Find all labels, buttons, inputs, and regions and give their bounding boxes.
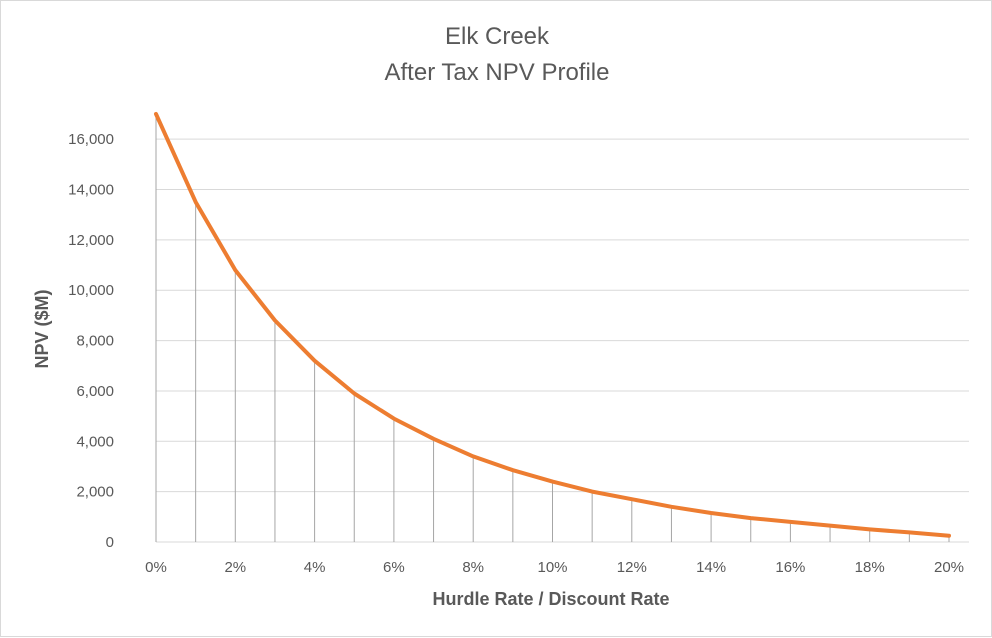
y-tick-label: 8,000 (76, 333, 114, 350)
y-tick-label: 10,000 (68, 282, 114, 299)
x-tick-label: 6% (383, 559, 405, 576)
x-axis-title: Hurdle Rate / Discount Rate (432, 589, 669, 609)
y-tick-label: 6,000 (76, 383, 114, 400)
x-tick-label: 8% (462, 559, 484, 576)
x-tick-label: 14% (696, 559, 726, 576)
x-tick-label: 16% (775, 559, 805, 576)
y-tick-label: 12,000 (68, 232, 114, 249)
chart-title-line-1: Elk Creek (445, 23, 550, 50)
chart-title-line-2: After Tax NPV Profile (385, 59, 610, 86)
x-tick-label: 12% (617, 559, 647, 576)
series-layer (154, 112, 951, 538)
y-tick-label: 0 (106, 534, 114, 551)
x-tick-label: 4% (304, 559, 326, 576)
x-tick-label: 2% (224, 559, 246, 576)
y-tick-label: 14,000 (68, 182, 114, 199)
x-tick-label: 20% (934, 559, 964, 576)
x-tick-label: 18% (855, 559, 885, 576)
x-tick-label: 0% (145, 559, 167, 576)
x-tick-label: 10% (537, 559, 567, 576)
y-tick-label: 2,000 (76, 484, 114, 501)
y-tick-label: 16,000 (68, 131, 114, 148)
npv-series-line (154, 112, 951, 538)
y-tick-label: 4,000 (76, 433, 114, 450)
y-axis-ticks: 0 2,000 4,000 6,000 8,000 10,000 12,000 14,000 1… (68, 131, 114, 551)
gridlines (156, 138, 969, 543)
drop-lines (155, 114, 950, 542)
x-axis-ticks: 0% 2% 4% 6% 8% 10% 12% 14% 16% 18% 20% (145, 559, 964, 576)
y-axis-title: NPV ($M) (32, 289, 52, 368)
